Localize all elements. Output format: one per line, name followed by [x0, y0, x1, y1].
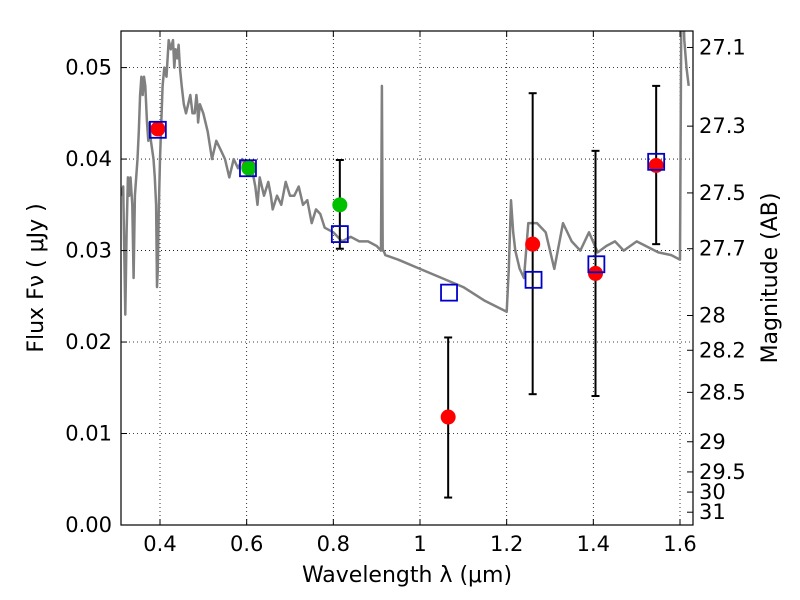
x-tick-label: 0.8 [317, 532, 350, 556]
model-photometry-square [239, 159, 257, 178]
y-tick-label: 0.03 [65, 239, 112, 263]
right-tick-label: 27.7 [699, 237, 746, 261]
right-axis-label: Magnitude (AB) [758, 193, 783, 364]
y-axis-ticks: 0.00 0.01 0.02 0.03 0.04 0.05 [65, 56, 127, 537]
x-tick-label: 0.6 [230, 532, 263, 556]
right-tick-label: 27.1 [699, 35, 746, 59]
y-tick-label: 0.02 [65, 330, 112, 354]
model-photometry-square [148, 120, 167, 139]
model-photometry-square [330, 225, 349, 243]
y-tick-label: 0.04 [65, 147, 112, 171]
x-axis-label: Wavelength λ (μm) [302, 563, 512, 588]
x-tick-label: 1.6 [663, 532, 696, 556]
data-point-red [648, 157, 664, 173]
right-tick-label: 28 [699, 304, 726, 328]
right-tick-label: 31 [699, 500, 726, 524]
y-tick-label: 0.00 [65, 513, 112, 537]
x-tick-label: 1.4 [577, 532, 610, 556]
model-photometry-square [440, 283, 458, 302]
data-point-red [525, 236, 541, 252]
data-point-red [150, 121, 166, 137]
right-tick-label: 30 [699, 480, 726, 504]
model-photometry-square [524, 270, 543, 289]
x-axis-ticks: 0.4 0.6 0.8 1 1.2 1.4 1.6 [143, 31, 697, 556]
x-tick-label: 1.2 [490, 532, 523, 556]
data-point-red [440, 409, 456, 425]
x-tick-label: 1 [413, 532, 426, 556]
x-tick-label: 0.4 [143, 532, 176, 556]
data-point-green [332, 197, 348, 213]
y-tick-label: 0.05 [65, 56, 112, 80]
right-tick-label: 27.3 [699, 114, 746, 138]
right-tick-label: 28.2 [699, 338, 746, 362]
data-point-red [588, 265, 603, 281]
right-tick-label: 28.5 [699, 380, 746, 404]
markers-layer [148, 120, 666, 425]
plot-frame [120, 30, 694, 526]
model-photometry-square [647, 152, 666, 171]
y-axis-label: Flux Fν ( μJy ) [24, 203, 49, 352]
y-tick-label: 0.01 [65, 422, 112, 446]
right-tick-label: 27.5 [699, 181, 746, 205]
model-photometry-square [587, 255, 606, 274]
right-tick-label: 29.5 [699, 460, 746, 484]
right-tick-label: 29 [699, 430, 726, 454]
data-point-green [241, 160, 257, 176]
